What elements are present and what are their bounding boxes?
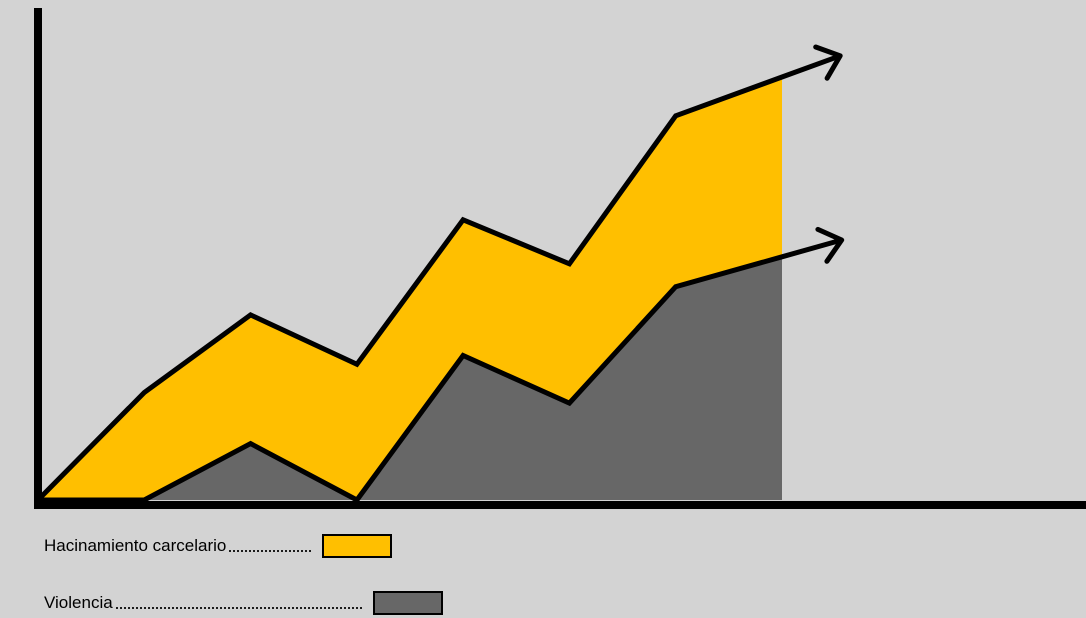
trend-hacinamiento-carcelario-arrow-head (813, 44, 843, 81)
legend-swatch-violencia (372, 591, 443, 615)
area-violencia (38, 256, 782, 500)
trend-violencia-line (38, 237, 843, 504)
legend-item-violencia: Violencia (44, 590, 443, 616)
legend-leader-dots (114, 606, 363, 610)
trend-violencia-arrow-head (815, 226, 845, 264)
legend-label-hacinamiento: Hacinamiento carcelario (44, 536, 227, 555)
legend-label-violencia: Violencia (44, 593, 113, 612)
legend-swatch-hacinamiento (322, 534, 393, 558)
trend-hacinamiento-carcelario-line (36, 53, 842, 502)
legend-item-hacinamiento: Hacinamiento carcelario (44, 533, 393, 559)
legend-leader-dots (228, 549, 313, 553)
